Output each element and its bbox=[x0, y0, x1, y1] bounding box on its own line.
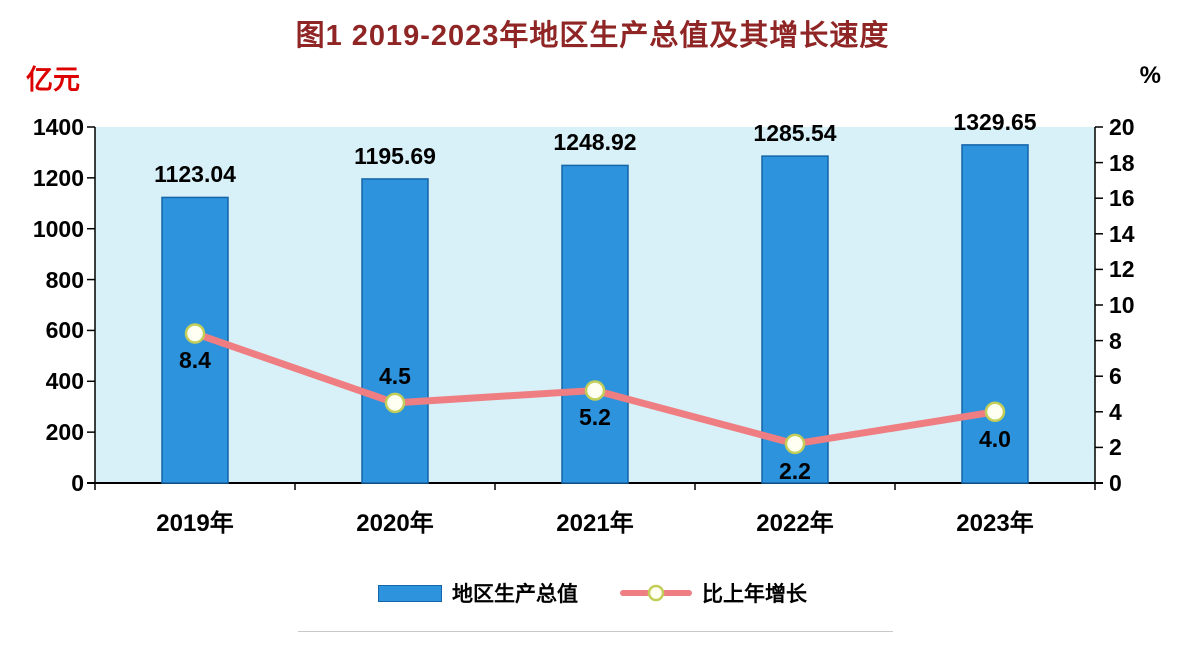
legend-label-growth: 比上年增长 bbox=[702, 583, 807, 606]
chart-legend: 地区生产总值 比上年增长 bbox=[0, 578, 1185, 608]
legend-item-gdp: 地区生产总值 bbox=[378, 578, 578, 608]
line-series-swatch-icon bbox=[620, 584, 692, 602]
legend-item-growth: 比上年增长 bbox=[620, 578, 807, 608]
left-axis-unit-label: 亿元 bbox=[26, 65, 80, 95]
bar-series-swatch-icon bbox=[378, 584, 442, 602]
legend-underline bbox=[298, 631, 893, 632]
chart-title: 图1 2019-2023年地区生产总值及其增长速度 bbox=[295, 20, 890, 52]
right-axis-unit-label: % bbox=[1139, 62, 1161, 89]
legend-label-gdp: 地区生产总值 bbox=[452, 583, 578, 606]
